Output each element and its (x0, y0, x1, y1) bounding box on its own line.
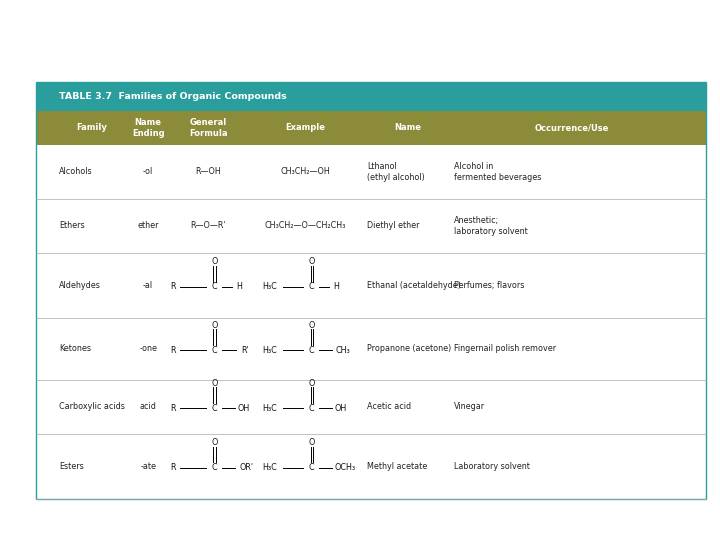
Text: H₃C: H₃C (263, 282, 277, 291)
Bar (36, 199, 706, 253)
Text: H₃C: H₃C (263, 404, 277, 413)
Text: OH: OH (237, 404, 249, 413)
Bar (36, 318, 706, 380)
Text: Ethanal (acetaldehyde): Ethanal (acetaldehyde) (367, 281, 461, 290)
Text: Alcohol in
fermented beverages: Alcohol in fermented beverages (454, 162, 541, 181)
Text: H₃C: H₃C (263, 346, 277, 355)
Text: C: C (309, 282, 315, 291)
Text: R: R (170, 282, 176, 291)
Text: Family: Family (76, 124, 107, 132)
Text: Vinegar: Vinegar (454, 402, 485, 411)
Text: O: O (308, 438, 315, 447)
Text: C: C (212, 463, 217, 472)
Text: R: R (170, 404, 176, 413)
Text: O: O (212, 258, 217, 266)
Text: Functional groups: Functional groups (261, 31, 459, 51)
Text: O: O (308, 321, 315, 330)
Bar (36, 82, 706, 111)
Text: C: C (212, 346, 217, 355)
Text: R': R' (241, 346, 248, 355)
Bar (36, 380, 706, 434)
Text: Carboxylic acids: Carboxylic acids (59, 402, 125, 411)
Text: OH: OH (334, 404, 346, 413)
Text: CH₃CH₂—O—CH₂CH₃: CH₃CH₂—O—CH₂CH₃ (265, 221, 346, 231)
Text: C: C (212, 282, 217, 291)
Text: O: O (308, 258, 315, 266)
Text: O: O (212, 379, 217, 388)
Text: Methyl acetate: Methyl acetate (367, 462, 427, 471)
Text: H: H (333, 282, 339, 291)
Bar (36, 82, 706, 498)
Text: Ketones: Ketones (59, 345, 91, 353)
Text: Perfumes; flavors: Perfumes; flavors (454, 281, 524, 290)
Text: H₃C: H₃C (263, 463, 277, 472)
Text: Name: Name (394, 124, 421, 132)
Text: CH₃: CH₃ (336, 346, 351, 355)
Text: OR': OR' (239, 463, 253, 472)
Text: General
Formula: General Formula (189, 118, 228, 138)
Text: -ate: -ate (140, 462, 156, 471)
Text: Occurrence/Use: Occurrence/Use (534, 124, 609, 132)
Text: R: R (170, 346, 176, 355)
Text: Acetic acid: Acetic acid (367, 402, 411, 411)
Text: -al: -al (143, 281, 153, 290)
Text: Diethyl ether: Diethyl ether (367, 221, 420, 231)
Text: TABLE 3.7  Families of Organic Compounds: TABLE 3.7 Families of Organic Compounds (59, 92, 287, 101)
Text: R—OH: R—OH (196, 167, 221, 177)
Text: Esters: Esters (59, 462, 84, 471)
Text: Propanone (acetone): Propanone (acetone) (367, 345, 451, 353)
Text: -ol: -ol (143, 167, 153, 177)
Text: Alcohols: Alcohols (59, 167, 93, 177)
Text: Anesthetic;
laboratory solvent: Anesthetic; laboratory solvent (454, 216, 528, 235)
Bar (36, 434, 706, 498)
Bar (36, 253, 706, 318)
Text: ether: ether (138, 221, 159, 231)
Text: C: C (309, 404, 315, 413)
Text: Name
Ending: Name Ending (132, 118, 164, 138)
Text: H: H (236, 282, 242, 291)
Bar (36, 111, 706, 145)
Text: acid: acid (140, 402, 156, 411)
Text: R—O—R': R—O—R' (191, 221, 226, 231)
Text: Lthanol
(ethyl alcohol): Lthanol (ethyl alcohol) (367, 162, 425, 181)
Bar (36, 145, 706, 199)
Text: -one: -one (139, 345, 157, 353)
Text: C: C (212, 404, 217, 413)
Text: Example: Example (286, 124, 325, 132)
Text: Laboratory solvent: Laboratory solvent (454, 462, 530, 471)
Text: R: R (170, 463, 176, 472)
Text: Ethers: Ethers (59, 221, 84, 231)
Text: Fingernail polish remover: Fingernail polish remover (454, 345, 556, 353)
Text: OCH₃: OCH₃ (334, 463, 355, 472)
Text: O: O (212, 438, 217, 447)
Text: Aldehydes: Aldehydes (59, 281, 101, 290)
Text: CH₃CH₂—OH: CH₃CH₂—OH (281, 167, 330, 177)
Text: C: C (309, 463, 315, 472)
Text: C: C (309, 346, 315, 355)
Text: O: O (212, 321, 217, 330)
Text: O: O (308, 379, 315, 388)
